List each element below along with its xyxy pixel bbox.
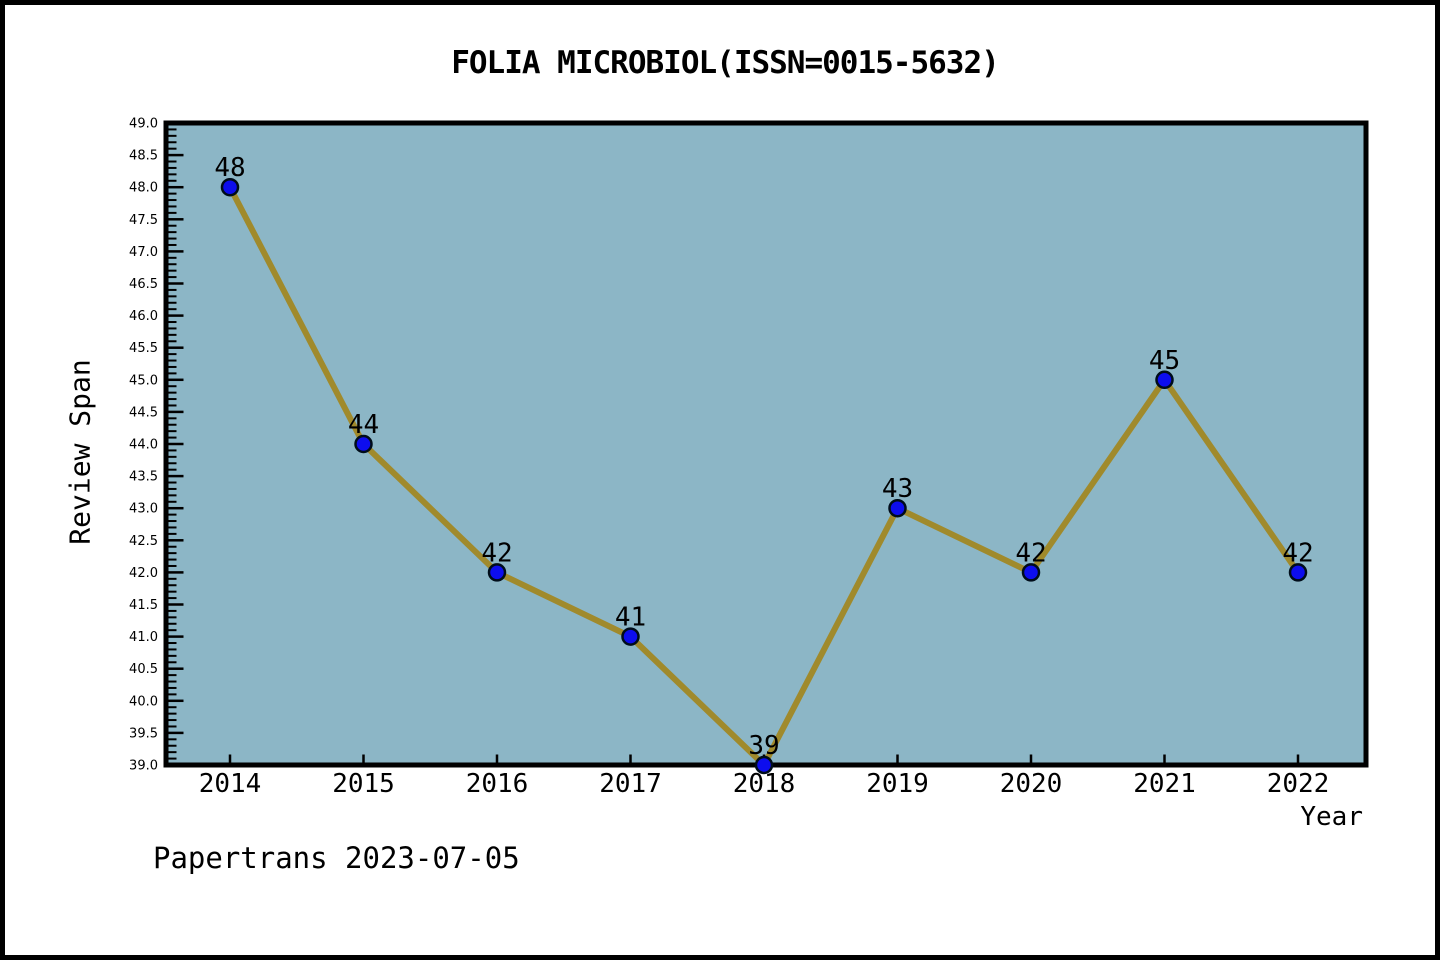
y-tick-label: 43.0 xyxy=(129,502,158,517)
y-tick-label: 48.5 xyxy=(129,149,158,164)
data-point-label: 42 xyxy=(1015,538,1046,568)
y-tick-label: 46.5 xyxy=(129,277,158,292)
data-point-label: 41 xyxy=(615,603,646,633)
data-point-marker xyxy=(1288,563,1308,582)
x-tick-label: 2015 xyxy=(332,769,395,799)
data-point-marker xyxy=(888,498,907,518)
data-point-marker xyxy=(354,434,373,454)
y-tick-label: 42.5 xyxy=(129,534,158,549)
y-tick-label: 40.0 xyxy=(129,694,158,709)
x-tick-label: 2014 xyxy=(199,769,262,799)
y-tick-label: 40.5 xyxy=(129,662,158,677)
data-point-marker xyxy=(1021,563,1041,582)
y-tick-label: 41.0 xyxy=(129,630,158,645)
y-tick-label: 45.0 xyxy=(129,373,158,388)
data-point-marker xyxy=(220,177,240,197)
data-point-label: 39 xyxy=(748,731,779,761)
y-tick-label: 44.5 xyxy=(129,405,158,420)
y-tick-label: 39.5 xyxy=(129,726,158,741)
data-point-label: 42 xyxy=(481,538,512,568)
data-point-marker xyxy=(487,563,507,582)
plot-area xyxy=(163,120,1369,768)
x-tick-label: 2019 xyxy=(866,769,929,799)
y-tick-label: 44.0 xyxy=(129,438,158,453)
y-tick-label: 43.5 xyxy=(129,470,158,485)
y-tick-label: 49.0 xyxy=(129,117,158,132)
chart-title: FOLIA MICROBIOL(ISSN=0015-5632) xyxy=(451,45,1000,81)
y-tick-label: 47.0 xyxy=(129,245,158,260)
data-point-label: 43 xyxy=(882,474,913,504)
y-tick-label: 48.0 xyxy=(129,181,158,196)
x-axis-label: Year xyxy=(1300,802,1363,832)
x-tick-label: 2022 xyxy=(1267,769,1330,799)
footer-note: Papertrans 2023-07-05 xyxy=(153,841,520,875)
data-point-label: 45 xyxy=(1149,346,1180,376)
y-tick-label: 47.5 xyxy=(129,213,158,228)
data-point-label: 42 xyxy=(1282,538,1313,568)
x-tick-label: 2021 xyxy=(1133,769,1196,799)
data-point-marker xyxy=(1155,370,1174,390)
x-tick-label: 2020 xyxy=(1000,769,1063,799)
y-tick-label: 39.0 xyxy=(129,759,158,774)
x-tick-label: 2016 xyxy=(466,769,529,799)
data-point-marker xyxy=(754,755,774,775)
data-point-marker xyxy=(621,627,640,646)
chart-svg: 39.0 39.5 40.0 40.5 41.0 41.5 42.0 42.5 43.0 43.5… xyxy=(129,117,1369,799)
y-axis-label: Review Span xyxy=(63,359,97,545)
x-tick-label: 2017 xyxy=(599,769,662,799)
y-tick-label: 42.0 xyxy=(129,566,158,581)
data-point-label: 44 xyxy=(348,410,379,440)
y-tick-label: 41.5 xyxy=(129,598,158,613)
y-tick-label: 46.0 xyxy=(129,309,158,324)
data-point-label: 48 xyxy=(214,153,245,183)
y-tick-label: 45.5 xyxy=(129,341,158,356)
